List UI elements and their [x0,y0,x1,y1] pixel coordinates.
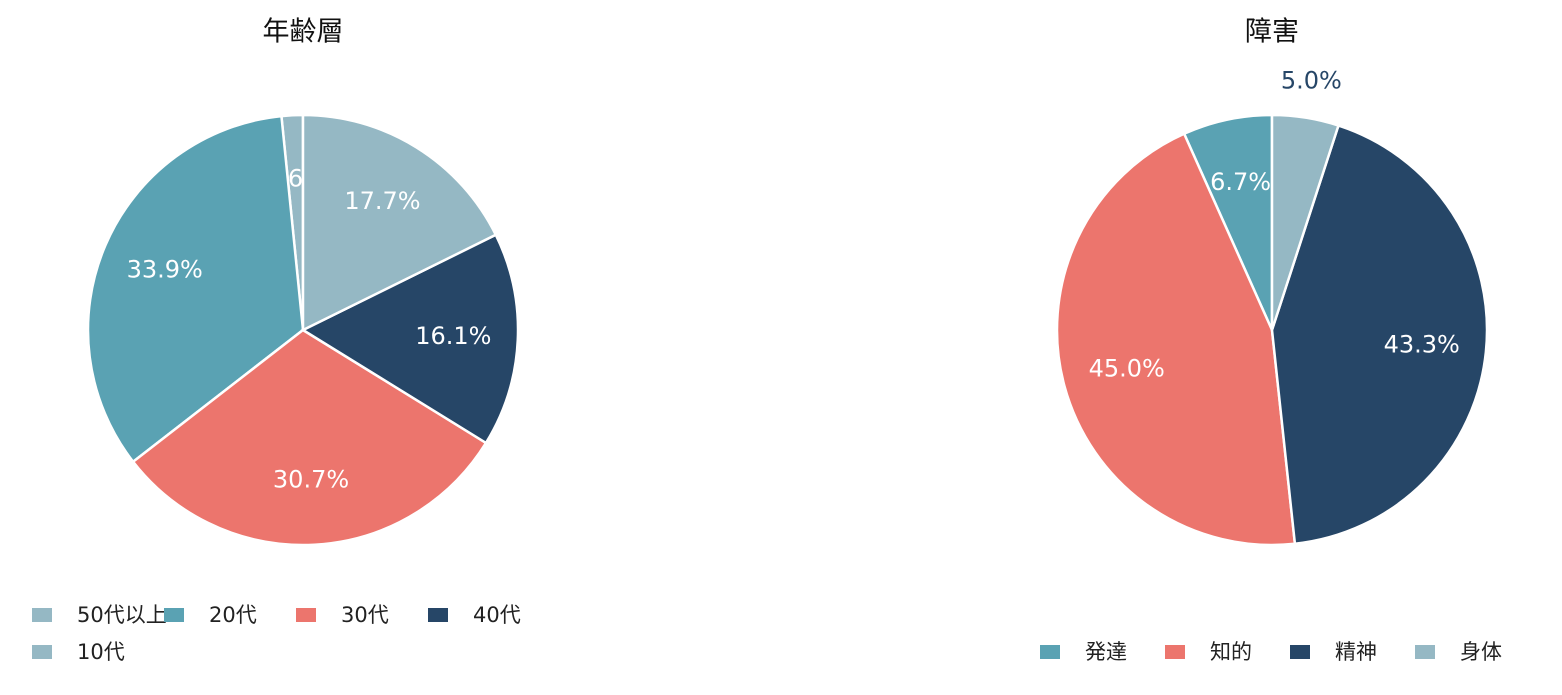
legend-label: 30代 [341,603,389,627]
pie-slice [1270,113,1341,331]
legend-swatch [428,608,448,622]
legend-swatch [1165,645,1185,659]
pie-slice [300,233,520,445]
legend-label: 20代 [209,603,257,627]
pie-slice [86,114,305,464]
legend-swatch [32,645,52,659]
legend-label: 50代以上 [77,603,167,627]
chart-title: 障害 [1245,17,1299,48]
pie-slice [131,328,488,547]
chart-title: 年齢層 [263,17,344,48]
data-label: 43.3% [1384,331,1460,359]
legend-label: 発達 [1085,640,1127,664]
legend-label: 40代 [473,603,521,627]
legend-label: 精神 [1335,640,1377,664]
data-label: 30.7% [273,465,349,493]
pie-slice [1055,132,1297,547]
data-label: 5.0% [1281,67,1342,95]
legend-label: 10代 [77,640,125,664]
legend-swatch [1290,645,1310,659]
legend-swatch [32,608,52,622]
data-label: 45.0% [1089,354,1165,382]
legend-swatch [296,608,316,622]
data-label: 17.7% [344,187,420,215]
data-label: 6.7% [1210,168,1271,196]
data-label: 33.9% [127,256,203,284]
pie-slice [301,113,498,333]
legend-swatch [1040,645,1060,659]
legend-swatch [1415,645,1435,659]
legend-swatch [164,608,184,622]
data-label: 16.1% [415,322,491,350]
legend-label: 知的 [1210,640,1252,664]
pie-slice [1270,123,1489,546]
legend-label: 身体 [1460,640,1502,664]
